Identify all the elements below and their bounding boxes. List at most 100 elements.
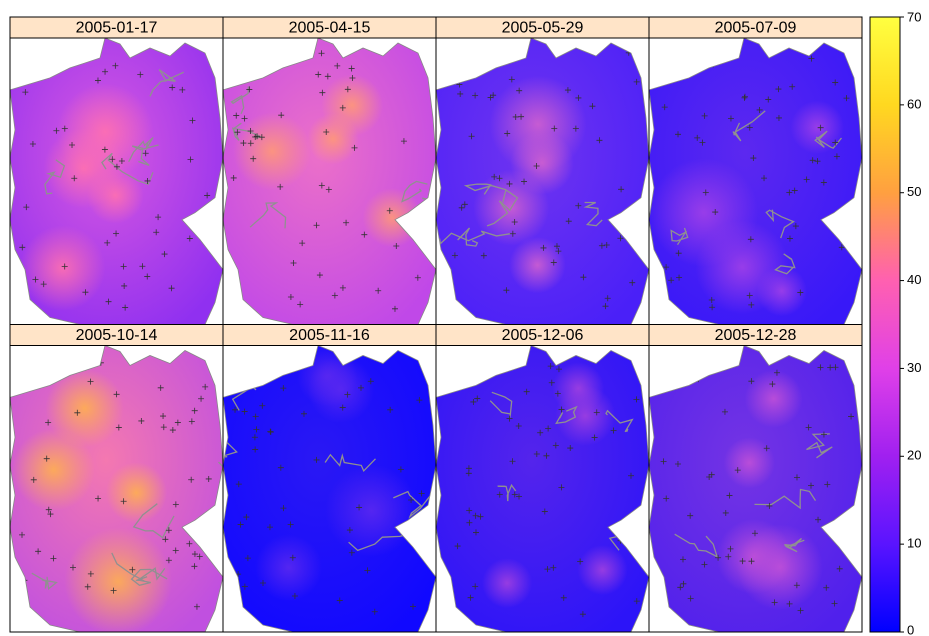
hotspot bbox=[723, 437, 775, 489]
station-marker bbox=[204, 192, 211, 199]
station-marker bbox=[61, 125, 68, 132]
station-marker bbox=[831, 600, 838, 607]
station-marker bbox=[751, 530, 758, 537]
station-marker bbox=[472, 512, 479, 519]
panel-title: 2005-12-06 bbox=[502, 327, 584, 344]
station-marker bbox=[506, 180, 513, 187]
station-marker bbox=[120, 498, 127, 505]
station-marker bbox=[820, 179, 827, 186]
station-marker bbox=[344, 86, 351, 93]
station-marker bbox=[391, 305, 398, 312]
station-marker bbox=[558, 484, 565, 491]
station-marker bbox=[699, 139, 706, 146]
station-marker bbox=[515, 422, 522, 429]
station-marker bbox=[687, 512, 694, 519]
station-marker bbox=[734, 467, 741, 474]
state-border bbox=[231, 122, 262, 141]
station-marker bbox=[741, 93, 748, 100]
station-marker bbox=[334, 62, 341, 69]
station-marker bbox=[823, 584, 830, 591]
station-marker bbox=[803, 176, 810, 183]
station-marker bbox=[280, 505, 287, 512]
hotspot bbox=[509, 236, 566, 294]
colorbar-tick-label: 10 bbox=[907, 536, 921, 551]
station-marker bbox=[506, 415, 513, 422]
station-marker bbox=[694, 134, 701, 141]
station-marker bbox=[33, 54, 40, 61]
station-marker bbox=[674, 461, 681, 468]
station-marker bbox=[393, 242, 400, 249]
station-marker bbox=[580, 274, 587, 281]
station-marker bbox=[554, 390, 561, 397]
station-marker bbox=[252, 446, 259, 453]
station-marker bbox=[797, 289, 804, 296]
state-border bbox=[497, 483, 517, 502]
station-marker bbox=[537, 429, 544, 436]
state-border bbox=[670, 227, 689, 246]
station-marker bbox=[37, 360, 44, 367]
station-marker bbox=[512, 113, 519, 120]
hotspot bbox=[19, 225, 106, 311]
station-marker bbox=[244, 555, 251, 562]
station-marker bbox=[344, 391, 351, 398]
colorbar-tick-label: 30 bbox=[907, 360, 921, 375]
station-marker bbox=[457, 90, 464, 97]
station-marker bbox=[371, 608, 378, 615]
station-marker bbox=[809, 157, 816, 164]
hotspot bbox=[482, 558, 533, 609]
map-surface bbox=[10, 38, 223, 325]
station-marker bbox=[766, 502, 773, 509]
station-marker bbox=[748, 378, 755, 385]
colorbar-tick-label: 20 bbox=[907, 448, 921, 463]
station-marker bbox=[461, 201, 468, 208]
station-marker bbox=[726, 492, 733, 499]
hotspot bbox=[552, 362, 605, 415]
state-border bbox=[401, 180, 428, 203]
state-border bbox=[765, 209, 795, 239]
station-marker bbox=[139, 263, 146, 270]
station-marker bbox=[775, 86, 782, 93]
station-marker bbox=[358, 384, 365, 391]
colorbar-tick-label: 60 bbox=[907, 96, 921, 111]
station-marker bbox=[250, 155, 257, 162]
station-marker bbox=[278, 112, 285, 119]
station-marker bbox=[680, 580, 687, 587]
station-marker bbox=[564, 87, 571, 94]
station-marker bbox=[550, 564, 557, 571]
station-marker bbox=[233, 112, 240, 119]
station-marker bbox=[287, 521, 294, 528]
station-marker bbox=[553, 243, 560, 250]
station-marker bbox=[596, 137, 603, 144]
station-marker bbox=[260, 580, 267, 586]
station-marker bbox=[496, 175, 503, 182]
station-marker bbox=[712, 209, 719, 216]
hotspot bbox=[56, 83, 154, 181]
station-marker bbox=[504, 130, 511, 137]
station-marker bbox=[109, 156, 116, 163]
station-marker bbox=[110, 587, 117, 594]
station-marker bbox=[817, 124, 824, 131]
station-marker bbox=[791, 187, 798, 194]
station-marker bbox=[467, 594, 474, 601]
station-marker bbox=[540, 244, 547, 251]
station-marker bbox=[511, 491, 518, 498]
station-marker bbox=[836, 565, 843, 572]
station-marker bbox=[618, 186, 625, 193]
map-surface bbox=[436, 345, 649, 632]
station-marker bbox=[313, 222, 320, 229]
hotspot bbox=[325, 464, 418, 557]
station-marker bbox=[508, 76, 515, 83]
station-marker bbox=[465, 465, 472, 472]
panel-title: 2005-11-16 bbox=[289, 327, 370, 344]
station-marker bbox=[775, 114, 782, 121]
state-border bbox=[784, 537, 805, 553]
station-marker bbox=[113, 163, 120, 170]
panel-title: 2005-07-09 bbox=[715, 20, 797, 37]
station-marker bbox=[725, 553, 732, 560]
station-marker bbox=[727, 115, 734, 122]
state-border bbox=[732, 110, 766, 142]
state-border bbox=[44, 159, 66, 195]
station-marker bbox=[144, 273, 151, 280]
state-border bbox=[457, 227, 479, 247]
station-marker bbox=[277, 464, 284, 471]
